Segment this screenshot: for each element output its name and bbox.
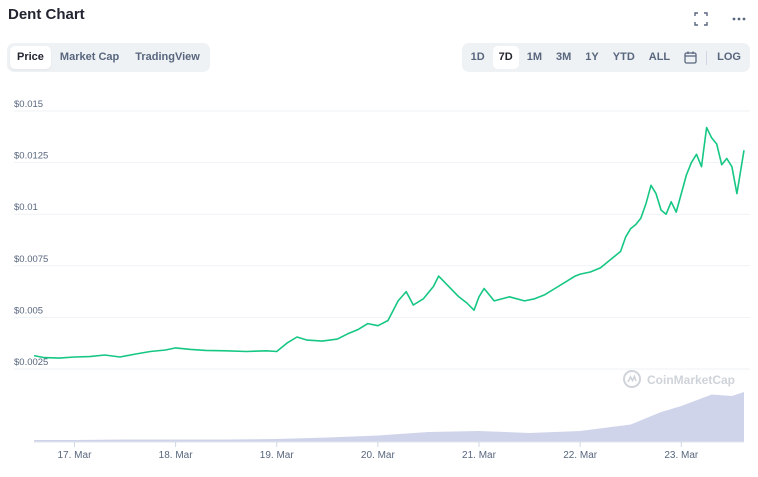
y-tick-label: $0.0075 xyxy=(14,254,48,265)
price-series-line xyxy=(33,126,745,359)
tab-7d[interactable]: 7D xyxy=(492,46,519,69)
y-tick-label: $0.015 xyxy=(14,99,43,110)
x-tick-label: 19. Mar xyxy=(260,450,295,461)
tab-tradingview[interactable]: TradingView xyxy=(135,51,200,63)
x-tick-label: 18. Mar xyxy=(159,450,194,461)
tab-1d[interactable]: 1D xyxy=(470,51,485,63)
tab-1y[interactable]: 1Y xyxy=(585,51,599,63)
x-tick-label: 22. Mar xyxy=(563,450,598,461)
tab-market-cap[interactable]: Market Cap xyxy=(59,51,120,63)
more-dots-icon[interactable] xyxy=(730,10,748,28)
tab-1m[interactable]: 1M xyxy=(526,51,543,63)
watermark-text: CoinMarketCap xyxy=(647,373,735,387)
volume-area xyxy=(34,392,744,443)
tab-3m[interactable]: 3M xyxy=(556,51,572,63)
calendar-icon[interactable] xyxy=(678,46,702,69)
separator xyxy=(706,50,708,65)
y-tick-label: $0.005 xyxy=(14,305,43,316)
x-tick-label: 23. Mar xyxy=(664,450,699,461)
tab-ytd[interactable]: YTD xyxy=(612,51,635,63)
log-toggle[interactable]: LOG xyxy=(717,51,741,63)
x-tick-label: 17. Mar xyxy=(58,450,93,461)
expand-icon[interactable] xyxy=(692,10,710,28)
chart-title: Dent Chart xyxy=(8,6,85,23)
y-tick-label: $0.0025 xyxy=(14,357,48,368)
watermark: CoinMarketCap xyxy=(623,370,735,388)
grid-lines xyxy=(14,110,750,370)
tab-price[interactable]: Price xyxy=(10,46,51,69)
volume-series xyxy=(34,392,744,442)
tab-all[interactable]: ALL xyxy=(648,51,671,63)
y-tick-label: $0.0125 xyxy=(14,151,48,162)
x-tick-label: 20. Mar xyxy=(361,450,396,461)
x-axis-ticks: 17. Mar 18. Mar 19. Mar 20. Mar 21. Mar 22. M… xyxy=(58,442,699,461)
y-axis-ticks: $0.0025 $0.005 $0.0075 $0.01 $0.0125 $0.015 xyxy=(14,99,48,368)
view-tabs: Price Market Cap TradingView xyxy=(7,43,210,72)
y-tick-label: $0.01 xyxy=(14,202,38,213)
top-icons xyxy=(692,10,748,28)
range-tabs: 1D 7D 1M 3M 1Y YTD ALL LOG xyxy=(461,43,750,72)
price-line xyxy=(33,126,745,359)
x-tick-label: 21. Mar xyxy=(462,450,497,461)
